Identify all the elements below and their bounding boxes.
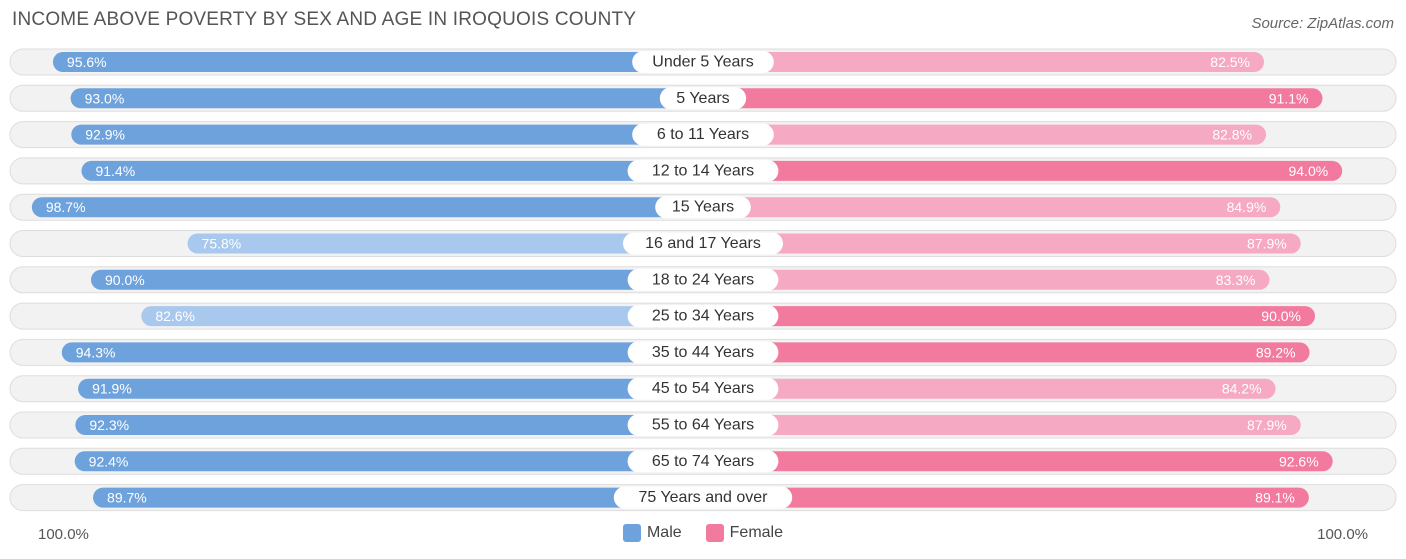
axis-left-label: 100.0% bbox=[38, 526, 89, 543]
source-label: Source: ZipAtlas.com bbox=[1251, 15, 1394, 32]
category-pill bbox=[655, 196, 751, 219]
category-pill bbox=[627, 341, 779, 364]
male-value-label: 90.0% bbox=[105, 272, 145, 288]
category-label: 6 to 11 Years bbox=[657, 126, 749, 143]
male-bar bbox=[91, 269, 703, 290]
male-value-label: 95.6% bbox=[67, 54, 107, 70]
legend-item-male: Male bbox=[622, 524, 682, 542]
category-pill bbox=[627, 159, 779, 182]
female-bar bbox=[703, 88, 1323, 109]
male-bar bbox=[71, 124, 703, 145]
male-bar bbox=[61, 342, 703, 363]
male-value-label: 92.9% bbox=[85, 127, 125, 143]
category-label: 65 to 74 Years bbox=[652, 453, 754, 470]
category-label: 75 Years and over bbox=[639, 489, 769, 506]
female-value-label: 92.6% bbox=[1279, 453, 1319, 469]
category-label: 12 to 14 Years bbox=[652, 162, 754, 179]
male-bar bbox=[141, 306, 703, 327]
chart-svg: 95.6% 82.5% Under 5 Years 93.0% 91.1% 5 Years… bbox=[9, 48, 1397, 512]
female-value-label: 84.9% bbox=[1227, 199, 1267, 215]
female-value-label: 87.9% bbox=[1247, 417, 1287, 433]
legend: Male Female bbox=[0, 524, 1406, 542]
female-bar bbox=[703, 487, 1309, 508]
male-value-label: 94.3% bbox=[76, 344, 116, 360]
category-pill bbox=[659, 87, 747, 110]
legend-label-male: Male bbox=[646, 524, 682, 541]
female-bar bbox=[703, 378, 1276, 399]
male-value-label: 91.4% bbox=[95, 163, 135, 179]
male-value-label: 89.7% bbox=[107, 490, 147, 506]
category-label: Under 5 Years bbox=[652, 54, 753, 71]
category-pill bbox=[623, 232, 783, 255]
male-value-label: 82.6% bbox=[155, 308, 195, 324]
male-value-label: 75.8% bbox=[202, 236, 242, 252]
category-label: 55 to 64 Years bbox=[652, 417, 754, 434]
female-bar bbox=[703, 269, 1270, 290]
male-value-label: 98.7% bbox=[46, 199, 86, 215]
female-value-label: 83.3% bbox=[1216, 272, 1256, 288]
legend-label-female: Female bbox=[729, 524, 784, 541]
male-bar bbox=[52, 52, 704, 72]
category-label: 15 Years bbox=[672, 199, 734, 216]
male-value-label: 93.0% bbox=[85, 90, 125, 106]
female-value-label: 87.9% bbox=[1247, 236, 1287, 252]
male-bar bbox=[93, 487, 704, 508]
male-bar bbox=[75, 415, 704, 435]
category-pill bbox=[627, 377, 779, 400]
female-bar bbox=[703, 197, 1281, 218]
male-bar bbox=[78, 378, 703, 399]
male-bar bbox=[187, 233, 703, 254]
male-bar bbox=[74, 451, 704, 472]
female-bar bbox=[703, 451, 1333, 472]
axis-right-label: 100.0% bbox=[1317, 526, 1368, 543]
category-label: 5 Years bbox=[676, 90, 729, 107]
female-value-label: 82.5% bbox=[1210, 54, 1250, 70]
male-bar bbox=[70, 88, 704, 109]
category-pill bbox=[627, 450, 779, 473]
female-value-label: 90.0% bbox=[1261, 308, 1301, 324]
female-bar bbox=[703, 342, 1310, 363]
category-label: 18 to 24 Years bbox=[652, 271, 754, 288]
category-label: 16 and 17 Years bbox=[645, 235, 761, 252]
legend-item-female: Female bbox=[705, 524, 784, 542]
category-pill bbox=[632, 51, 774, 73]
category-pill bbox=[613, 486, 793, 509]
female-value-label: 82.8% bbox=[1212, 127, 1252, 143]
legend-swatch-male bbox=[622, 524, 641, 542]
category-pill bbox=[632, 123, 774, 146]
female-bar bbox=[703, 124, 1267, 145]
female-bar bbox=[703, 160, 1343, 181]
female-bar bbox=[703, 52, 1264, 72]
category-pill bbox=[627, 305, 779, 328]
category-label: 45 to 54 Years bbox=[652, 380, 754, 397]
category-pill bbox=[627, 268, 779, 291]
male-bar bbox=[31, 197, 703, 218]
male-bar bbox=[81, 160, 704, 181]
legend-swatch-female bbox=[705, 524, 724, 542]
female-bar bbox=[703, 306, 1315, 327]
category-label: 25 to 34 Years bbox=[652, 308, 754, 325]
category-label: 35 to 44 Years bbox=[652, 344, 754, 361]
female-value-label: 94.0% bbox=[1288, 163, 1328, 179]
male-value-label: 91.9% bbox=[92, 381, 132, 397]
male-value-label: 92.4% bbox=[89, 453, 129, 469]
female-value-label: 89.2% bbox=[1256, 344, 1296, 360]
female-bar bbox=[703, 233, 1301, 254]
chart-title: INCOME ABOVE POVERTY BY SEX AND AGE IN I… bbox=[12, 9, 637, 30]
female-value-label: 91.1% bbox=[1269, 90, 1309, 106]
category-pill bbox=[627, 414, 779, 436]
female-bar bbox=[703, 415, 1301, 435]
female-value-label: 84.2% bbox=[1222, 381, 1262, 397]
female-value-label: 89.1% bbox=[1255, 490, 1295, 506]
male-value-label: 92.3% bbox=[89, 417, 129, 433]
